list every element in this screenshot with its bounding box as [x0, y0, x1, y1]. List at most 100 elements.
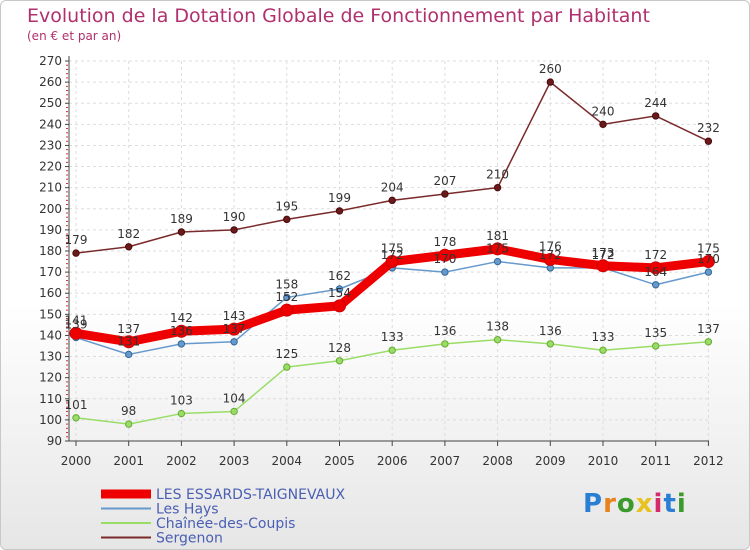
data-label: 158 [275, 277, 298, 291]
data-label: 104 [223, 391, 246, 405]
data-point [335, 207, 344, 215]
data-label: 137 [697, 322, 720, 336]
y-tick-label: 220 [39, 160, 62, 174]
data-point [491, 242, 505, 256]
x-tick-label: 2006 [377, 454, 408, 468]
data-point [599, 120, 607, 129]
data-label: 103 [170, 394, 193, 408]
data-label: 195 [275, 199, 298, 213]
data-point [543, 252, 557, 266]
data-point [72, 414, 80, 422]
data-point [125, 420, 133, 428]
data-point [283, 293, 291, 302]
data-point [227, 322, 241, 336]
legend-label: Sergenon [156, 531, 223, 547]
legend-label: LES ESSARDS-TAIGNEVAUX [156, 487, 345, 503]
data-label: 125 [275, 347, 298, 361]
data-point [335, 357, 344, 365]
data-label: 240 [592, 104, 615, 118]
data-point [649, 261, 663, 275]
data-point [69, 326, 83, 340]
x-tick-label: 2005 [324, 454, 355, 468]
data-label: 162 [328, 269, 351, 283]
data-label: 190 [223, 210, 246, 224]
data-label: 199 [328, 191, 351, 205]
data-label: 142 [170, 311, 193, 325]
data-point [596, 259, 610, 273]
data-label: 152 [275, 290, 298, 304]
data-label: 182 [117, 227, 140, 241]
data-label: 176 [539, 239, 562, 253]
logo-letter: t [663, 489, 677, 519]
grid-lines [69, 60, 709, 442]
data-label: 136 [433, 324, 456, 338]
data-point [177, 228, 186, 236]
data-label: 98 [121, 404, 136, 418]
x-tick-label: 2003 [219, 454, 250, 468]
data-point [283, 215, 291, 224]
data-point [125, 243, 133, 251]
data-label: 139 [65, 318, 88, 332]
x-tick-label: 2011 [640, 454, 671, 468]
data-label: 207 [433, 174, 456, 188]
data-point [441, 268, 449, 276]
data-point [385, 255, 399, 269]
data-label: 135 [644, 326, 667, 340]
data-point [230, 338, 238, 346]
data-label: 154 [328, 286, 351, 300]
data-point [438, 248, 452, 262]
series-layer [69, 78, 715, 428]
data-label: 179 [65, 233, 88, 247]
chart-subtitle: (en € et par an) [27, 29, 122, 43]
data-label: 232 [697, 121, 720, 135]
data-point [283, 363, 291, 371]
data-label: 101 [65, 398, 88, 412]
data-label: 204 [381, 180, 404, 194]
data-label: 178 [433, 235, 456, 249]
data-label: 172 [381, 248, 404, 262]
data-point [546, 78, 554, 86]
data-point [652, 281, 660, 289]
data-point [704, 338, 713, 346]
data-label: 172 [592, 248, 615, 262]
legend-label: Chaînée-des-Coupis [156, 516, 295, 532]
data-label: 172 [644, 248, 667, 262]
data-label: 131 [117, 334, 140, 348]
data-label: 137 [223, 322, 246, 336]
data-label: 141 [65, 313, 88, 327]
x-tick-label: 2002 [166, 454, 197, 468]
data-label: 138 [486, 320, 509, 334]
data-point [174, 324, 188, 338]
y-tick-label: 90 [47, 434, 62, 448]
data-label: 170 [433, 252, 456, 266]
data-point [388, 346, 396, 354]
y-tick-label: 140 [39, 328, 62, 342]
y-tick-label: 120 [39, 371, 62, 385]
x-tick-label: 2004 [272, 454, 303, 468]
data-label: 210 [486, 168, 509, 182]
y-tick-label: 110 [39, 392, 62, 406]
y-tick-label: 190 [39, 223, 62, 237]
data-label: 143 [223, 309, 246, 323]
logo-letter: i [653, 489, 664, 519]
y-tick-label: 130 [39, 350, 62, 364]
data-label: 164 [644, 265, 667, 279]
y-tick-label: 100 [39, 413, 62, 427]
chart-title: Evolution de la Dotation Globale de Fonc… [27, 5, 650, 27]
data-point [333, 299, 346, 313]
data-label: 175 [381, 242, 404, 256]
data-label: 175 [486, 242, 509, 256]
data-point [177, 340, 186, 348]
y-tick-label: 240 [39, 117, 62, 131]
logo-letter: x [635, 489, 654, 519]
data-label: 137 [117, 322, 140, 336]
x-tick-label: 2000 [61, 454, 92, 468]
y-tick-label: 170 [39, 265, 62, 279]
y-tick-label: 250 [39, 96, 62, 110]
data-point [652, 112, 660, 120]
data-point [493, 183, 502, 192]
x-tick-label: 2009 [535, 454, 566, 468]
data-point [493, 257, 502, 266]
